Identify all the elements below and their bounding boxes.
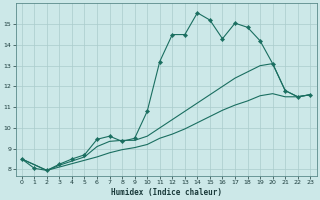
X-axis label: Humidex (Indice chaleur): Humidex (Indice chaleur): [110, 188, 221, 197]
